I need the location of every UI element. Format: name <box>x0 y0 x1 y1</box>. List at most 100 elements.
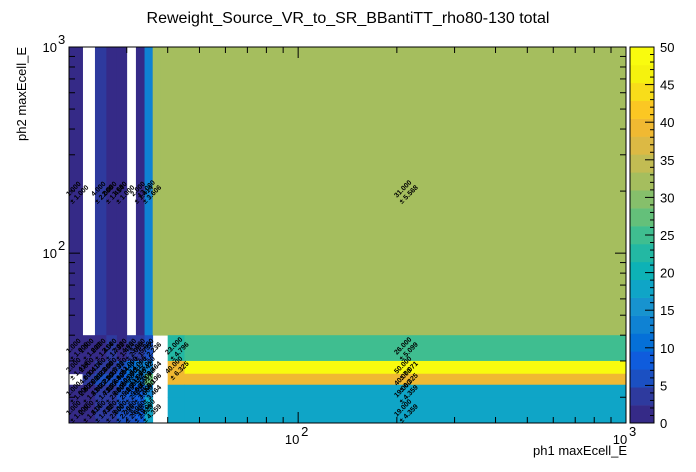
y-tick-exponent: 2 <box>58 238 65 253</box>
colorbar-segment <box>630 82 654 102</box>
heatmap-cell <box>126 384 137 398</box>
heatmap-cell <box>167 360 185 375</box>
heatmap-cell <box>116 373 128 386</box>
heatmap-cell <box>82 360 96 375</box>
heatmap-cell <box>69 384 83 398</box>
colorbar-tick-label: 50 <box>660 40 674 55</box>
colorbar-segment <box>630 100 654 119</box>
colorbar-tick-label: 45 <box>660 78 674 93</box>
y-tick-exponent: 3 <box>58 32 65 47</box>
heatmap-cell <box>116 335 128 362</box>
heatmap-cell <box>184 360 627 375</box>
colorbar-segment <box>630 118 654 137</box>
heatmap-cell <box>184 397 627 424</box>
colorbar-segment <box>630 136 654 155</box>
colorbar-segment <box>630 226 654 245</box>
heatmap-cell <box>94 335 107 362</box>
heatmap-cell <box>152 47 161 336</box>
heatmap-cell <box>184 384 627 398</box>
heatmap-cell <box>126 373 137 386</box>
heatmap-cell <box>94 384 107 398</box>
heatmap-cell <box>126 397 137 424</box>
heatmap-cell <box>106 335 118 362</box>
colorbar-segment <box>630 369 654 388</box>
colorbar-tick-label: 15 <box>660 303 674 318</box>
colorbar-segment <box>630 387 654 406</box>
colorbar-segment <box>630 261 654 281</box>
colorbar-segment <box>630 279 654 298</box>
heatmap-cell <box>135 373 145 386</box>
colorbar-tick-label: 25 <box>660 228 674 243</box>
x-tick-exponent: 2 <box>301 424 308 439</box>
heatmap-cell <box>167 335 185 362</box>
heatmap-cell <box>135 47 145 336</box>
heatmap-cell <box>184 47 627 336</box>
heatmap-cell <box>94 373 107 386</box>
colorbar-tick-label: 40 <box>660 115 674 130</box>
colorbar-segment <box>630 333 654 352</box>
heatmap-cell <box>167 397 185 424</box>
heatmap-cell <box>167 384 185 398</box>
heatmap-cell <box>94 397 107 424</box>
heatmap-cell <box>144 373 154 386</box>
colorbar-segment <box>630 64 654 84</box>
heatmap-cell <box>184 335 627 362</box>
heatmap-cell <box>126 360 137 375</box>
colorbar-tick-label: 5 <box>660 378 667 393</box>
heatmap-cell <box>135 397 145 424</box>
colorbar-segment <box>630 47 654 66</box>
x-tick-label: 10 <box>285 432 299 447</box>
colorbar-tick-label: 10 <box>660 341 674 356</box>
heatmap-cell <box>184 373 627 386</box>
y-tick-label: 10 <box>43 246 57 261</box>
heatmap-cell <box>116 360 128 375</box>
colorbar-segment <box>630 405 654 424</box>
colorbar-tick-label: 0 <box>660 416 667 431</box>
heatmap-cell <box>69 335 83 362</box>
heatmap-cell <box>106 373 118 386</box>
colorbar-segment <box>630 297 654 316</box>
heatmap-cell <box>144 47 154 336</box>
heatmap-cell <box>106 384 118 398</box>
x-tick-label: 10 <box>613 432 627 447</box>
heatmap-cell <box>116 397 128 424</box>
x-axis-label: ph1 maxEcell_E <box>533 443 627 458</box>
heatmap-cell <box>94 360 107 375</box>
heatmap-cell <box>167 47 185 336</box>
colorbar-segment <box>630 154 654 173</box>
colorbar-segment <box>630 190 654 209</box>
heatmap-cell <box>82 373 96 386</box>
heatmap-cell <box>69 397 83 424</box>
heatmap-cell <box>69 47 83 336</box>
heatmap-cell <box>135 384 145 398</box>
heatmap-cell <box>94 47 107 336</box>
heatmap-cell <box>82 397 96 424</box>
colorbar-segment <box>630 243 654 263</box>
cell-label: 1.000± 1.000 <box>65 181 90 206</box>
x-tick-exponent: 3 <box>629 424 636 439</box>
colorbar-segment <box>630 315 654 334</box>
chart-title: Reweight_Source_VR_to_SR_BBantiTT_rho80-… <box>147 10 550 27</box>
heatmap-cell <box>116 47 128 336</box>
heatmap-cell <box>144 384 154 398</box>
colorbar-segment <box>630 351 654 370</box>
y-axis-label: ph2 maxEcell_E <box>14 47 29 141</box>
heatmap-cell <box>144 397 154 424</box>
heatmap-cell <box>106 360 118 375</box>
y-tick-label: 10 <box>43 40 57 55</box>
plot-frame <box>68 46 627 424</box>
heatmap-cell <box>167 373 185 386</box>
heatmap-cell <box>135 360 145 375</box>
heatmap-cell <box>69 360 83 375</box>
heatmap-cell <box>116 384 128 398</box>
colorbar-segment <box>630 172 654 191</box>
colorbar-tick-label: 30 <box>660 190 674 205</box>
heatmap-cell <box>144 360 154 375</box>
heatmap-cell <box>144 335 154 362</box>
colorbar: 0 5 10 15 20 25 30 35 40 45 50 <box>629 40 674 431</box>
heatmap-cell <box>135 335 145 362</box>
heatmap-cell <box>160 47 169 336</box>
